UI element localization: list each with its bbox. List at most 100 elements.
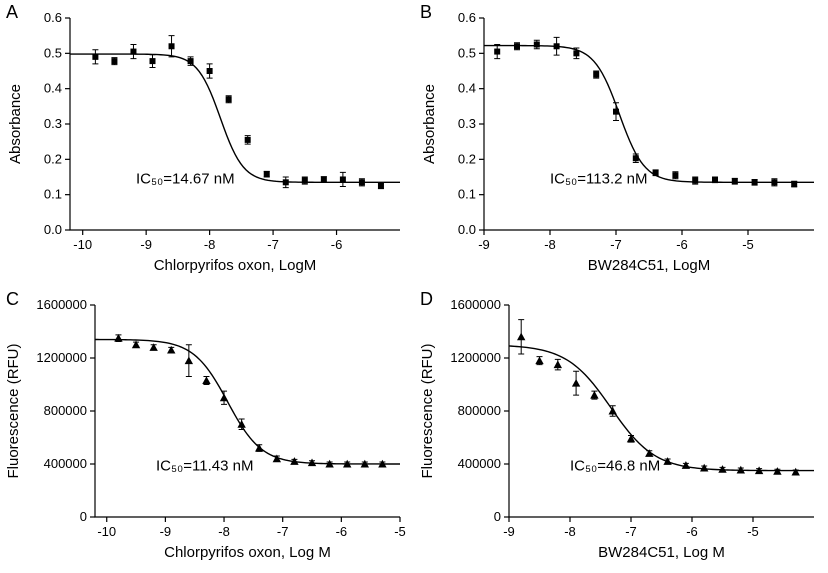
y-axis-label: Fluorescence (RFU) xyxy=(419,343,436,478)
data-marker xyxy=(752,179,758,185)
ytick-label: 0.5 xyxy=(44,45,62,60)
data-marker xyxy=(572,378,580,386)
x-axis-label: Chlorpyrifos oxon, Log M xyxy=(164,544,331,561)
ytick-label: 0.4 xyxy=(44,81,62,96)
ytick-label: 0.6 xyxy=(44,10,62,25)
x-axis-label: BW284C51, LogM xyxy=(588,257,711,274)
data-marker xyxy=(791,181,797,187)
ytick-label: 400000 xyxy=(458,456,501,471)
xtick-label: -9 xyxy=(140,237,152,252)
ytick-label: 0.1 xyxy=(44,187,62,202)
ytick-label: 0 xyxy=(80,509,87,524)
data-marker xyxy=(692,178,698,184)
ytick-label: 800000 xyxy=(44,403,87,418)
data-marker xyxy=(573,50,579,56)
xtick-label: -6 xyxy=(336,524,348,539)
data-marker xyxy=(517,332,525,340)
y-axis-label: Absorbance xyxy=(7,84,24,164)
ytick-label: 0 xyxy=(494,509,501,524)
data-marker xyxy=(718,465,726,473)
data-marker xyxy=(207,68,213,74)
data-marker xyxy=(185,356,193,364)
data-marker xyxy=(130,49,136,55)
y-axis-label: Fluorescence (RFU) xyxy=(5,343,22,478)
ytick-label: 0.4 xyxy=(458,81,476,96)
xtick-label: -7 xyxy=(277,524,289,539)
ytick-label: 0.1 xyxy=(458,187,476,202)
ytick-label: 0.6 xyxy=(458,10,476,25)
panel-c: 040000080000012000001600000-10-9-8-7-6-5… xyxy=(0,287,414,573)
ytick-label: 1200000 xyxy=(450,350,501,365)
ytick-label: 1200000 xyxy=(36,350,87,365)
xtick-label: -6 xyxy=(686,524,698,539)
data-marker xyxy=(554,360,562,368)
data-marker xyxy=(535,356,543,364)
data-marker xyxy=(700,463,708,471)
ytick-label: 0.5 xyxy=(458,45,476,60)
panel-b: 0.00.10.20.30.40.50.6-9-8-7-6-5Absorbanc… xyxy=(414,0,828,287)
ytick-label: 0.2 xyxy=(458,151,476,166)
ic50-annotation: IC₅₀=113.2 nM xyxy=(550,170,647,187)
data-marker xyxy=(264,171,270,177)
xtick-label: -8 xyxy=(564,524,576,539)
data-marker xyxy=(220,393,228,401)
ytick-label: 0.3 xyxy=(458,116,476,131)
ic50-annotation: IC₅₀=11.43 nM xyxy=(156,457,253,474)
panel-letter: C xyxy=(6,289,19,309)
axes xyxy=(70,18,400,230)
x-axis-label: Chlorpyrifos oxon, LogM xyxy=(154,257,317,274)
data-marker xyxy=(613,109,619,115)
panel-letter: D xyxy=(420,289,433,309)
ic50-annotation: IC₅₀=14.67 nM xyxy=(136,170,235,187)
xtick-label: -6 xyxy=(676,237,688,252)
data-marker xyxy=(111,58,117,64)
xtick-label: -10 xyxy=(97,524,116,539)
data-marker xyxy=(653,170,659,176)
data-marker xyxy=(792,467,800,475)
fit-curve xyxy=(509,345,814,470)
xtick-label: -9 xyxy=(503,524,515,539)
data-marker xyxy=(494,49,500,55)
panel-letter: B xyxy=(420,2,432,22)
data-marker xyxy=(378,183,384,189)
xtick-label: -10 xyxy=(73,237,92,252)
data-marker xyxy=(590,390,598,398)
xtick-label: -8 xyxy=(544,237,556,252)
data-marker xyxy=(609,406,617,414)
data-marker xyxy=(226,96,232,102)
ytick-label: 0.0 xyxy=(44,222,62,237)
data-marker xyxy=(92,54,98,60)
xtick-label: -8 xyxy=(204,237,216,252)
data-marker xyxy=(633,155,639,161)
ytick-label: 0.2 xyxy=(44,151,62,166)
panel-d: 040000080000012000001600000-9-8-7-6-5Flu… xyxy=(414,287,828,573)
ytick-label: 0.3 xyxy=(44,116,62,131)
data-marker xyxy=(593,72,599,78)
data-marker xyxy=(712,177,718,183)
panel-letter: A xyxy=(6,2,18,22)
panel-a: 0.00.10.20.30.40.50.6-10-9-8-7-6Absorban… xyxy=(0,0,414,287)
data-marker xyxy=(283,179,289,185)
fit-curve xyxy=(70,54,400,182)
data-marker xyxy=(732,178,738,184)
data-marker xyxy=(771,179,777,185)
fit-curve xyxy=(484,46,814,183)
chart-d: 040000080000012000001600000-9-8-7-6-5Flu… xyxy=(414,287,828,573)
data-marker xyxy=(245,137,251,143)
xtick-label: -8 xyxy=(218,524,230,539)
xtick-label: -7 xyxy=(625,524,637,539)
xtick-label: -7 xyxy=(610,237,622,252)
chart-b: 0.00.10.20.30.40.50.6-9-8-7-6-5Absorbanc… xyxy=(414,0,828,286)
xtick-label: -5 xyxy=(742,237,754,252)
axes xyxy=(509,305,814,517)
data-marker xyxy=(169,43,175,49)
fit-curve xyxy=(95,339,400,464)
data-marker xyxy=(514,43,520,49)
data-marker xyxy=(202,376,210,384)
xtick-label: -9 xyxy=(478,237,490,252)
data-marker xyxy=(534,42,540,48)
data-marker xyxy=(359,179,365,185)
xtick-label: -6 xyxy=(331,237,343,252)
data-marker xyxy=(150,58,156,64)
data-marker xyxy=(340,176,346,182)
